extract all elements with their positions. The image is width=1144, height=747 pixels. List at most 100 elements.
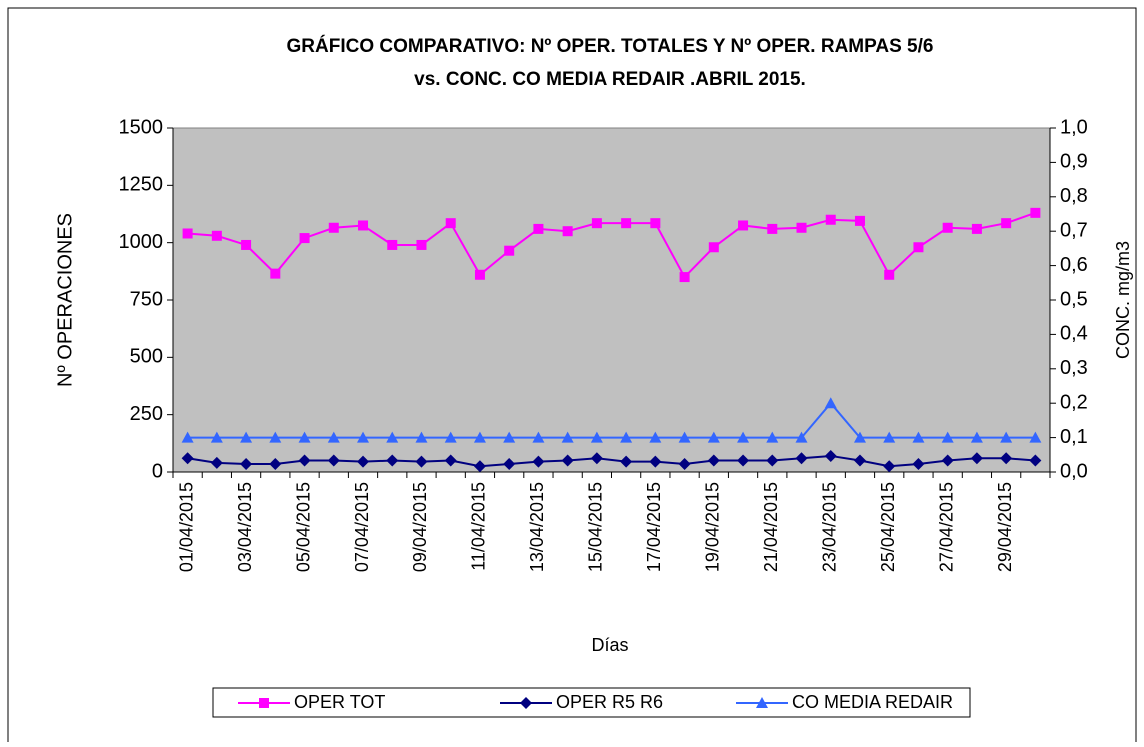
y2-tick-label: 0,3 bbox=[1060, 357, 1088, 379]
marker bbox=[1000, 452, 1013, 465]
marker bbox=[621, 218, 632, 229]
chart-title: vs. CONC. CO MEDIA REDAIR .ABRIL 2015. bbox=[414, 69, 806, 90]
legend-label: OPER TOT bbox=[294, 692, 385, 712]
marker bbox=[210, 456, 223, 469]
marker bbox=[650, 218, 661, 229]
legend-label: OPER R5 R6 bbox=[556, 692, 663, 712]
marker bbox=[620, 455, 633, 468]
marker bbox=[386, 454, 399, 467]
marker bbox=[970, 452, 983, 465]
marker bbox=[678, 431, 691, 443]
x-tick-label: 27/04/2015 bbox=[936, 482, 956, 572]
marker bbox=[912, 457, 925, 470]
y-tick-label: 1250 bbox=[119, 174, 164, 196]
y2-tick-label: 0,1 bbox=[1060, 426, 1088, 448]
marker bbox=[708, 242, 719, 253]
y-tick-label: 500 bbox=[130, 346, 163, 368]
y2-tick-label: 0,5 bbox=[1060, 288, 1088, 310]
marker bbox=[941, 431, 954, 443]
marker bbox=[327, 431, 340, 443]
marker bbox=[1001, 218, 1012, 229]
plot-area bbox=[172, 127, 1051, 473]
marker bbox=[445, 218, 456, 229]
x-tick-label: 01/04/2015 bbox=[176, 482, 196, 572]
marker bbox=[298, 431, 311, 443]
y-tick-label: 0 bbox=[152, 460, 163, 482]
marker bbox=[182, 228, 193, 239]
marker bbox=[649, 455, 662, 468]
marker bbox=[299, 233, 310, 244]
y2-tick-label: 0,7 bbox=[1060, 219, 1088, 241]
marker bbox=[824, 449, 837, 462]
marker bbox=[1030, 207, 1041, 218]
marker bbox=[824, 397, 837, 409]
marker bbox=[737, 454, 750, 467]
marker bbox=[942, 222, 953, 233]
marker bbox=[503, 431, 516, 443]
marker bbox=[678, 457, 691, 470]
marker bbox=[532, 455, 545, 468]
y2-tick-label: 0,4 bbox=[1060, 323, 1088, 345]
marker bbox=[520, 697, 532, 709]
marker bbox=[795, 452, 808, 465]
marker bbox=[884, 269, 895, 280]
x-tick-label: 19/04/2015 bbox=[703, 482, 723, 572]
marker bbox=[853, 431, 866, 443]
marker bbox=[473, 431, 486, 443]
marker bbox=[1000, 431, 1013, 443]
marker bbox=[211, 230, 222, 241]
y2-tick-label: 0,9 bbox=[1060, 151, 1088, 173]
marker bbox=[590, 452, 603, 465]
marker bbox=[210, 431, 223, 443]
marker bbox=[181, 452, 194, 465]
x-tick-label: 21/04/2015 bbox=[761, 482, 781, 572]
marker bbox=[796, 222, 807, 233]
y2-tick-label: 1,0 bbox=[1060, 116, 1088, 138]
marker bbox=[707, 431, 720, 443]
marker bbox=[474, 269, 485, 280]
marker bbox=[357, 431, 370, 443]
marker bbox=[913, 242, 924, 253]
marker bbox=[328, 222, 339, 233]
marker bbox=[766, 431, 779, 443]
marker bbox=[357, 455, 370, 468]
marker bbox=[473, 460, 486, 473]
marker bbox=[562, 226, 573, 237]
marker bbox=[269, 457, 282, 470]
y-tick-label: 750 bbox=[130, 288, 163, 310]
marker bbox=[707, 454, 720, 467]
marker bbox=[766, 454, 779, 467]
marker bbox=[970, 431, 983, 443]
y-axis-label: Nº OPERACIONES bbox=[54, 213, 76, 387]
marker bbox=[387, 239, 398, 250]
x-axis-label: Días bbox=[591, 635, 628, 655]
marker bbox=[756, 697, 768, 708]
chart-title: GRÁFICO COMPARATIVO: Nº OPER. TOTALES Y … bbox=[287, 35, 934, 57]
marker bbox=[795, 431, 808, 443]
x-tick-label: 29/04/2015 bbox=[995, 482, 1015, 572]
marker bbox=[241, 239, 252, 250]
x-tick-label: 09/04/2015 bbox=[410, 482, 430, 572]
y2-tick-label: 0,8 bbox=[1060, 185, 1088, 207]
series-line bbox=[187, 401, 1036, 439]
marker bbox=[504, 245, 515, 256]
marker bbox=[883, 431, 896, 443]
y2-tick-label: 0,0 bbox=[1060, 460, 1088, 482]
marker bbox=[259, 698, 269, 708]
x-tick-label: 15/04/2015 bbox=[586, 482, 606, 572]
marker bbox=[386, 431, 399, 443]
marker bbox=[590, 431, 603, 443]
x-tick-label: 11/04/2015 bbox=[469, 482, 489, 571]
marker bbox=[767, 223, 778, 234]
x-tick-label: 03/04/2015 bbox=[235, 482, 255, 572]
marker bbox=[854, 215, 865, 226]
x-tick-label: 17/04/2015 bbox=[644, 482, 664, 572]
marker bbox=[912, 431, 925, 443]
marker bbox=[649, 431, 662, 443]
y2-tick-label: 0,2 bbox=[1060, 391, 1088, 413]
marker bbox=[533, 223, 544, 234]
y-tick-label: 1000 bbox=[119, 231, 164, 253]
y-tick-label: 1500 bbox=[119, 116, 164, 138]
marker bbox=[738, 220, 749, 231]
